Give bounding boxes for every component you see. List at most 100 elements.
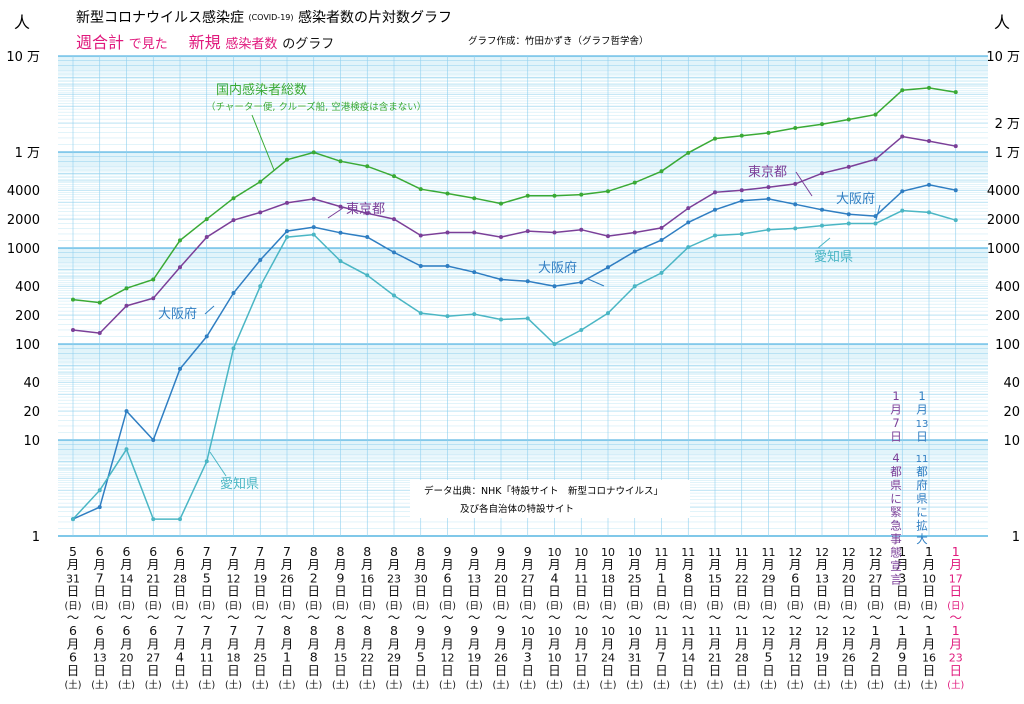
x-tick-label-30-9: 日 xyxy=(869,663,882,678)
x-tick-label-15-10: (土) xyxy=(466,679,483,691)
annotation-jan13-char-1: 月 xyxy=(916,403,928,417)
x-tick-label-3-1: 月 xyxy=(147,557,160,572)
x-tick-label-4-7: 月 xyxy=(174,636,187,651)
x-tick-label-25-4: (日) xyxy=(733,601,750,612)
x-tick-label-8-2: 26 xyxy=(280,572,294,585)
title-rest: 感染者数の片対数グラフ xyxy=(298,9,452,26)
chart-subtitle: 週合計 で見た 新規 感染者数 のグラフ xyxy=(76,33,334,52)
x-tick-label-2-8: 20 xyxy=(120,652,134,665)
x-tick-label-16-5: 〜 xyxy=(495,610,508,625)
subtitle-infections: 感染者数 xyxy=(225,36,277,52)
x-tick-label-23-8: 14 xyxy=(681,652,695,665)
x-tick-label-0-4: (日) xyxy=(65,601,82,612)
x-tick-label-16-8: 26 xyxy=(494,652,508,665)
point-愛知県-0 xyxy=(71,517,75,522)
x-tick-label-13-3: 日 xyxy=(414,584,427,599)
annotation-jan7-char-10: 事 xyxy=(890,532,902,546)
x-tick-label-14-5: 〜 xyxy=(441,610,454,625)
x-tick-label-3-2: 21 xyxy=(146,572,160,585)
series-line-東京都 xyxy=(72,135,956,334)
point-愛知県-22 xyxy=(659,270,664,275)
x-tick-label-1-10: (土) xyxy=(91,679,108,691)
y-tick-right: 20 xyxy=(1003,405,1020,420)
x-tick-label-2-9: 日 xyxy=(120,663,133,678)
x-tick-label-16-9: 日 xyxy=(495,663,508,678)
x-tick-label-30-1: 月 xyxy=(869,557,882,572)
x-tick-label-20-6: 10 xyxy=(601,625,615,638)
y-tick-labels-left: 10 万 1 万 4000 2000 1000 400 200 100 40 20 10 1 xyxy=(6,50,40,545)
point-愛知県-5 xyxy=(204,459,209,464)
leader-aichi-1 xyxy=(209,451,227,477)
x-tick-label-31-10: (土) xyxy=(894,679,911,691)
x-tick-label-8-9: 日 xyxy=(281,663,294,678)
x-tick-label-30-8: 2 xyxy=(872,650,880,665)
x-tick-label-30-7: 月 xyxy=(869,636,882,651)
x-tick-label-12-6: 8 xyxy=(390,623,398,638)
point-国内感染者総数-15 xyxy=(472,196,477,201)
x-tick-label-22-10: (土) xyxy=(653,679,670,691)
y-tick-left: 1 万 xyxy=(15,146,40,161)
x-tick-label-3-6: 6 xyxy=(149,623,157,638)
point-愛知県-29 xyxy=(846,221,851,226)
label-aichi-1: 愛知県 xyxy=(220,476,259,492)
x-tick-label-24-2: 15 xyxy=(708,572,722,585)
x-tick-label-18-10: (土) xyxy=(546,679,563,691)
annotation-jan13-char-0: 1 xyxy=(918,389,925,403)
x-tick-label-21-4: (日) xyxy=(626,601,643,612)
x-tick-label-5-2: 5 xyxy=(203,570,211,585)
x-tick-label-29-10: (土) xyxy=(840,679,857,691)
x-tick-label-21-7: 月 xyxy=(628,636,641,651)
leader-tokyo-2 xyxy=(795,171,813,197)
x-tick-label-16-1: 月 xyxy=(495,557,508,572)
x-tick-label-8-10: (土) xyxy=(279,679,296,691)
x-tick-label-5-1: 月 xyxy=(200,557,213,572)
x-tick-label-8-7: 月 xyxy=(281,636,294,651)
x-tick-label-31-0: 1 xyxy=(898,544,906,559)
x-tick-label-29-5: 〜 xyxy=(842,610,855,625)
point-東京都-23 xyxy=(686,206,691,211)
point-東京都-26 xyxy=(766,185,771,190)
x-tick-label-31-2: 3 xyxy=(898,570,906,585)
point-東京都-1 xyxy=(97,331,102,336)
x-tick-label-28-3: 日 xyxy=(816,584,829,599)
x-tick-label-6-4: (日) xyxy=(225,601,242,612)
leader-tokyo-1 xyxy=(327,207,344,219)
x-tick-label-16-0: 9 xyxy=(497,544,505,559)
x-tick-label-29-2: 20 xyxy=(842,572,856,585)
series-lines xyxy=(72,87,957,520)
source-line-1: データ出典：NHK「特設サイト 新型コロナウイルス」 xyxy=(424,485,663,497)
x-tick-label-9-3: 日 xyxy=(307,584,320,599)
x-tick-label-27-1: 月 xyxy=(789,557,802,572)
point-東京都-31 xyxy=(900,134,905,139)
annotation-jan7-char-13: 言 xyxy=(890,573,902,587)
x-tick-label-18-7: 月 xyxy=(548,636,561,651)
x-tick-label-14-2: 6 xyxy=(444,570,452,585)
y-tick-labels-right: 10 万 2 万 1 万 4000 2000 1000 400 200 100 40 20 10 1 xyxy=(986,50,1020,545)
point-東京都-4 xyxy=(178,265,182,270)
x-tick-label-13-9: 日 xyxy=(414,663,427,678)
x-tick-label-28-6: 12 xyxy=(815,625,829,638)
point-国内感染者総数-28 xyxy=(820,122,824,127)
x-tick-label-1-2: 7 xyxy=(96,570,104,585)
x-tick-label-12-7: 月 xyxy=(388,636,401,651)
x-tick-label-30-4: (日) xyxy=(867,601,884,612)
x-tick-label-19-6: 10 xyxy=(574,625,588,638)
point-愛知県-28 xyxy=(820,223,824,228)
x-tick-label-24-9: 日 xyxy=(709,663,722,678)
x-tick-label-33-6: 1 xyxy=(952,623,960,638)
x-tick-label-27-0: 12 xyxy=(788,546,802,559)
grid xyxy=(58,55,988,537)
x-tick-label-9-9: 日 xyxy=(307,663,320,678)
x-tick-label-17-8: 3 xyxy=(524,650,532,665)
y-tick-right: 2 万 xyxy=(995,117,1020,132)
point-国内感染者総数-16 xyxy=(499,201,503,206)
x-tick-label-0-6: 6 xyxy=(69,623,77,638)
x-tick-label-19-0: 10 xyxy=(574,546,588,559)
point-愛知県-4 xyxy=(178,517,182,522)
x-tick-label-33-5: 〜 xyxy=(949,610,962,625)
x-tick-label-23-4: (日) xyxy=(680,601,697,612)
x-tick-label-7-4: (日) xyxy=(252,601,269,612)
x-tick-label-6-1: 月 xyxy=(227,557,240,572)
point-国内感染者総数-33 xyxy=(953,90,958,95)
x-tick-label-31-1: 月 xyxy=(896,557,909,572)
